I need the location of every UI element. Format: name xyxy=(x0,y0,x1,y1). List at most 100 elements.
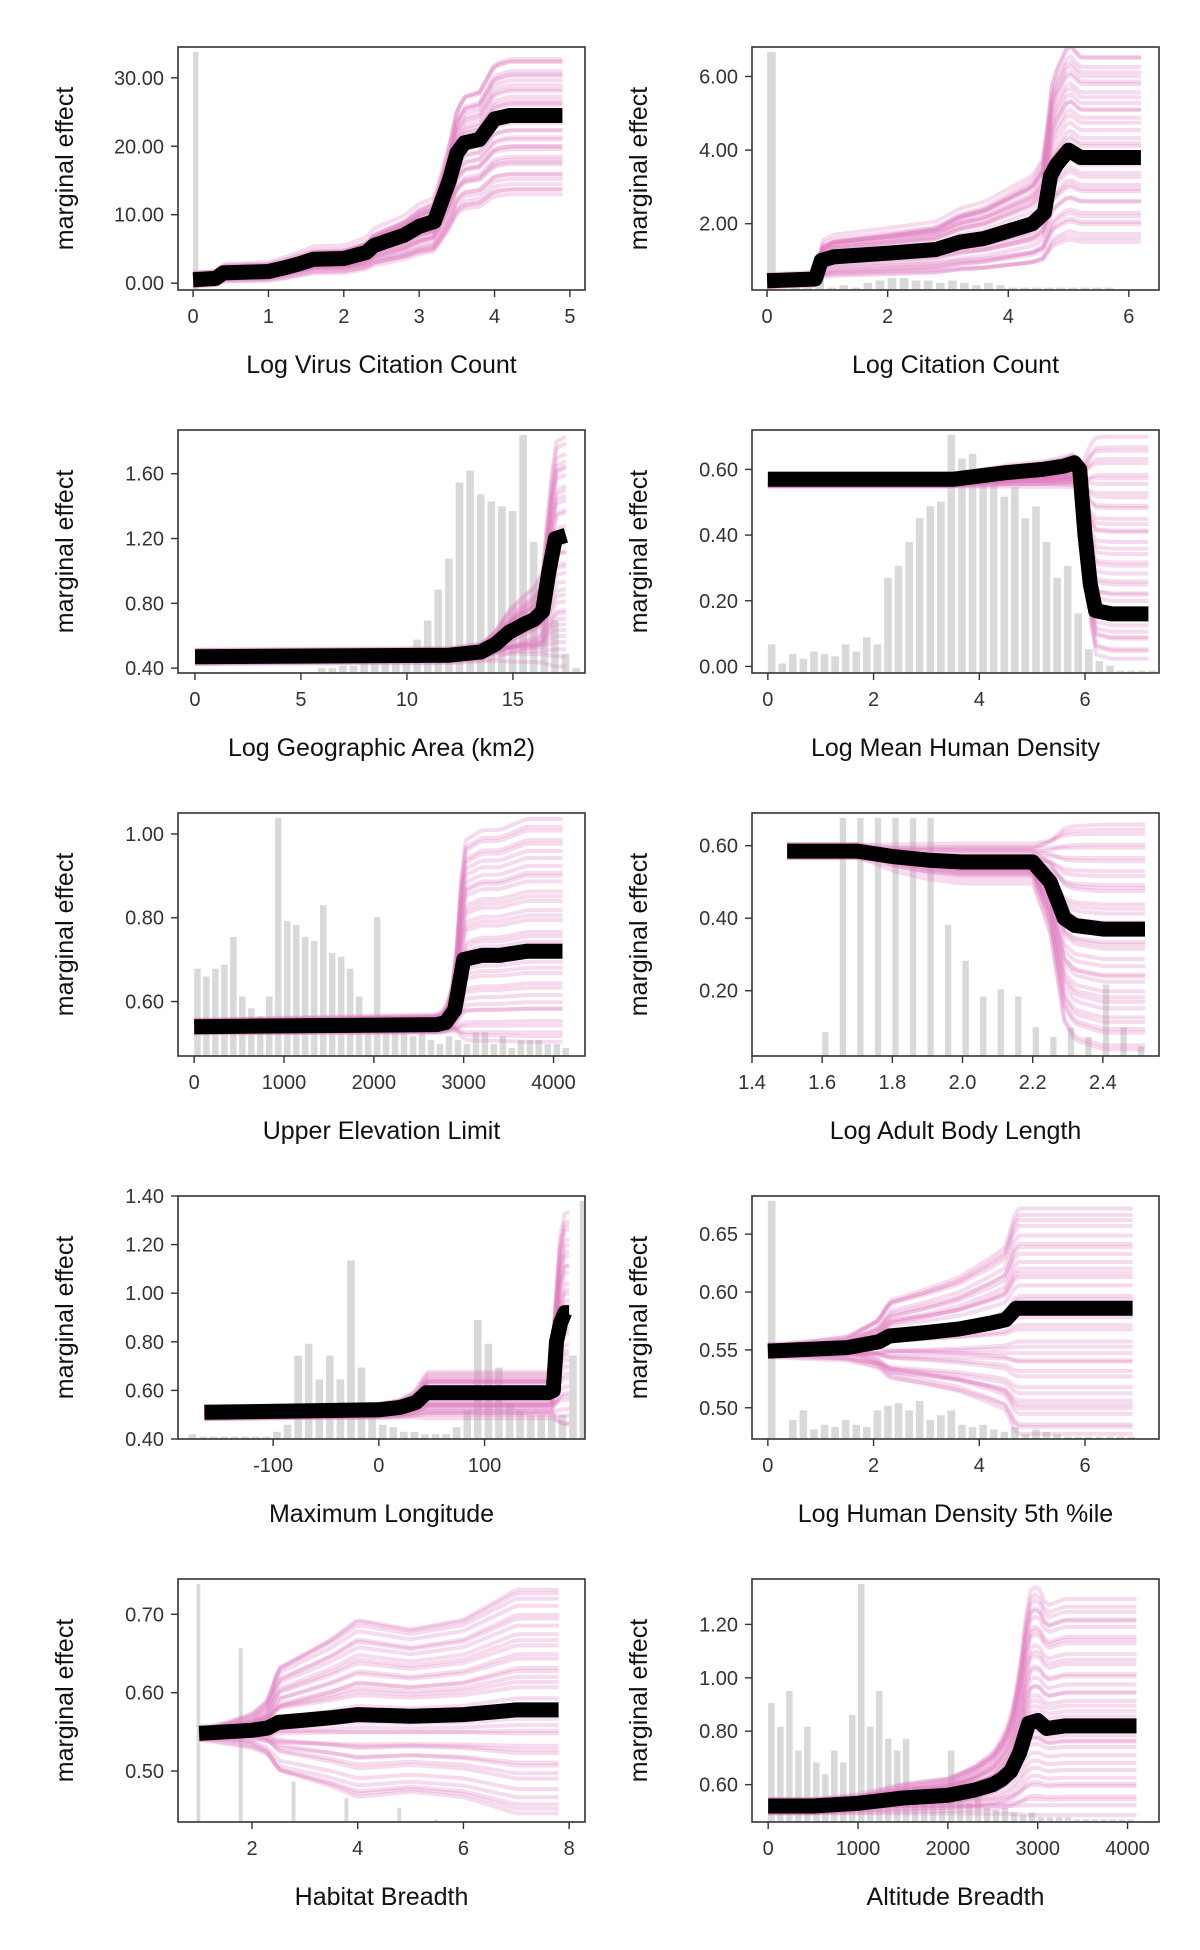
ice-line xyxy=(767,207,1141,289)
histogram-bar xyxy=(273,1431,281,1439)
histogram-bar xyxy=(799,1410,808,1439)
pdp-line xyxy=(768,1713,1137,1814)
ice-line xyxy=(198,1733,559,1792)
histogram-bar xyxy=(874,817,882,1056)
chart-panel: 0 1000 2000 3000 4000 0.60 0.80 1.00 1.20 Altitud… xyxy=(625,1578,1160,1911)
histogram-bar xyxy=(958,1424,966,1439)
histogram-bar xyxy=(947,1410,956,1439)
x-tick-label: 6 xyxy=(1079,689,1090,711)
x-tick-label: 0 xyxy=(762,689,773,711)
y-tick-label: 6.00 xyxy=(699,66,738,88)
histogram-bar xyxy=(789,1419,797,1439)
histogram-bar xyxy=(230,1436,239,1439)
histogram-bar xyxy=(349,665,358,673)
histogram-bar xyxy=(1085,1036,1092,1056)
histogram-bar xyxy=(328,668,337,673)
x-tick-label: 6 xyxy=(458,1838,469,1860)
histogram-bar xyxy=(858,1583,865,1822)
histogram-bar xyxy=(1104,287,1114,290)
ice-line xyxy=(766,107,1141,281)
histogram-bar xyxy=(418,1032,426,1056)
histogram-bar xyxy=(463,1044,471,1056)
histogram-bar xyxy=(851,287,861,290)
ice-line xyxy=(198,1612,559,1740)
y-tick-label: 0.00 xyxy=(125,273,164,295)
x-axis-title: Log Mean Human Density xyxy=(811,734,1101,762)
histogram-bar xyxy=(257,1016,264,1056)
ice-line xyxy=(766,86,1141,283)
ice-line xyxy=(198,1587,559,1742)
y-tick-label: 0.60 xyxy=(699,1775,738,1797)
ice-line xyxy=(768,1811,1137,1818)
ice-line xyxy=(767,1223,1133,1349)
histogram-bar xyxy=(193,51,199,290)
histogram-bar xyxy=(1118,1819,1126,1822)
x-tick-label: 2 xyxy=(338,306,349,328)
y-tick-label: 0.50 xyxy=(699,1398,738,1420)
ice-line xyxy=(198,1603,559,1735)
x-tick-label: 4 xyxy=(1003,306,1014,328)
histogram-bar xyxy=(968,453,977,673)
ice-line xyxy=(767,1218,1133,1350)
plot-area xyxy=(766,47,1141,290)
histogram-bar xyxy=(410,1431,419,1439)
histogram-bar xyxy=(1000,1431,1009,1439)
histogram-bar xyxy=(540,577,549,673)
histogram-bar xyxy=(915,518,924,673)
ice-line xyxy=(194,828,563,1022)
histogram-bar xyxy=(1000,496,1009,673)
y-tick-label: 4.00 xyxy=(699,140,738,162)
panel-frame xyxy=(751,812,1160,1057)
histogram-bar xyxy=(275,817,282,1056)
x-tick-label: 2000 xyxy=(926,1838,971,1860)
ice-line xyxy=(767,1355,1133,1403)
ice-line xyxy=(767,216,1141,285)
histogram-bar xyxy=(786,1691,793,1822)
y-axis-title: marginal effect xyxy=(625,1236,653,1400)
histogram-bar xyxy=(1100,1819,1108,1822)
pdp-line xyxy=(194,943,563,1035)
histogram-bar xyxy=(209,1436,218,1439)
histogram-bar xyxy=(1106,1436,1114,1439)
histogram-bar xyxy=(820,653,829,673)
histogram-bar xyxy=(767,644,776,673)
x-tick-label: 4000 xyxy=(531,1072,576,1094)
ice-line xyxy=(198,1729,559,1816)
ice-line xyxy=(198,1596,559,1733)
histogram-bar xyxy=(1053,1434,1061,1439)
histogram-bar xyxy=(799,658,808,673)
histogram-bar xyxy=(572,668,580,673)
ice-line xyxy=(767,178,1141,287)
histogram-bar xyxy=(1053,577,1061,673)
x-axis-title: Log Geographic Area (km2) xyxy=(228,734,535,762)
panel-frame xyxy=(751,1578,1160,1823)
histogram-bar xyxy=(220,1436,228,1439)
x-tick-label: 8 xyxy=(564,1838,575,1860)
histogram-bar xyxy=(1032,1429,1040,1439)
histogram-bar xyxy=(831,1750,838,1822)
histogram-bar xyxy=(873,1410,882,1439)
histogram-bar xyxy=(569,1355,577,1439)
histogram-bar xyxy=(1011,1427,1019,1439)
ice-line xyxy=(199,1737,559,1748)
histogram-bar xyxy=(1127,1819,1135,1822)
histogram-bar xyxy=(937,501,945,673)
y-tick-label: 30.00 xyxy=(114,68,164,90)
histogram-bar xyxy=(926,506,935,673)
x-tick-label: 4 xyxy=(489,306,500,328)
histogram-bar xyxy=(400,1032,408,1056)
histogram-bar xyxy=(1074,1436,1083,1439)
x-tick-label: 0 xyxy=(762,1455,773,1477)
histogram-bar xyxy=(965,1802,973,1822)
y-tick-label: 0.60 xyxy=(125,1683,164,1705)
y-axis-title: marginal effect xyxy=(51,87,79,251)
histogram-bar xyxy=(526,1040,534,1056)
histogram-bar xyxy=(561,653,570,673)
histogram-bar xyxy=(1137,1046,1145,1056)
chart-panel: 0 1000 2000 3000 4000 0.60 0.80 1.00 Upper Eleva… xyxy=(51,812,586,1145)
x-tick-label: 3 xyxy=(414,306,425,328)
ice-line xyxy=(193,187,563,288)
x-axis-title: Habitat Breadth xyxy=(295,1883,469,1911)
y-tick-label: 1.20 xyxy=(125,1235,164,1257)
histogram-bar xyxy=(989,1429,998,1439)
